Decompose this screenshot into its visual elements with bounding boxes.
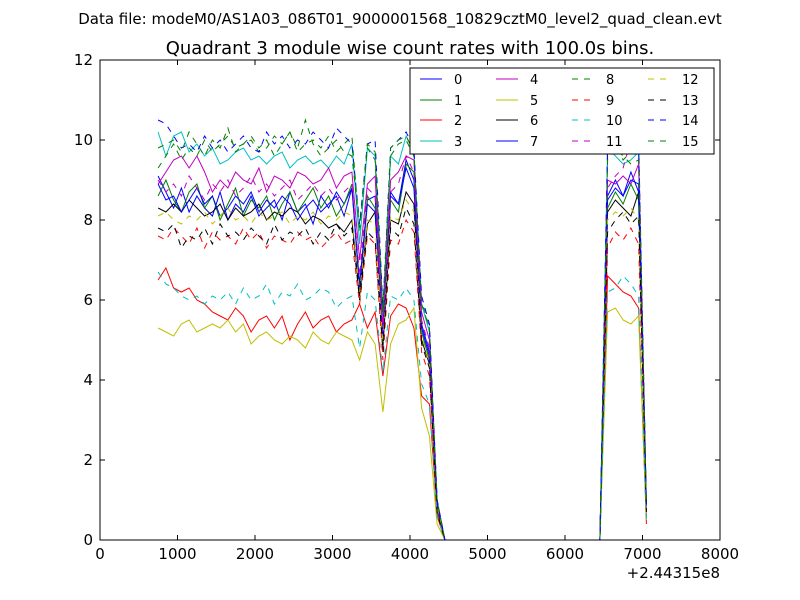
series-line-12 [157,198,647,540]
legend-label-1: 1 [454,94,462,109]
x-offset-label: +2.44315e8 [627,564,720,582]
series-line-15 [157,126,647,540]
series-line-5 [157,306,647,540]
legend-label-7: 7 [530,135,538,150]
series-line-3 [157,131,647,540]
series-line-2 [157,266,647,540]
series-line-0 [157,158,647,540]
x-tick-label: 0 [95,545,105,563]
x-tick-label: 3000 [313,545,351,563]
legend-label-4: 4 [530,73,538,88]
legend-label-15: 15 [682,135,699,150]
legend-label-11: 11 [606,135,623,150]
y-tick-label: 8 [83,211,93,229]
legend-label-2: 2 [454,114,462,129]
legend-label-8: 8 [606,73,614,88]
y-tick-label: 10 [74,131,93,149]
legend-label-12: 12 [682,73,699,88]
series-line-11 [157,135,647,540]
series-layer [157,118,647,540]
y-tick-label: 0 [83,531,93,549]
series-line-7 [157,166,647,540]
legend-label-9: 9 [606,94,614,109]
x-tick-label: 5000 [468,545,506,563]
series-line-6 [157,190,647,540]
x-tick-label: 2000 [236,545,274,563]
series-line-9 [157,218,647,540]
y-tick-label: 4 [83,371,93,389]
y-tick-label: 2 [83,451,93,469]
y-tick-label: 6 [83,291,93,309]
x-tick-label: 4000 [391,545,429,563]
x-tick-label: 1000 [158,545,196,563]
legend-label-13: 13 [682,94,699,109]
series-line-10 [157,271,647,540]
x-tick-label: 6000 [546,545,584,563]
y-tick-label: 12 [74,51,93,69]
series-line-8 [157,118,647,540]
series-line-4 [157,154,647,540]
x-tick-label: 7000 [623,545,661,563]
chart-suptitle: Data file: modeM0/AS1A03_086T01_90000015… [78,10,722,29]
legend-label-6: 6 [530,114,538,129]
ticks-layer: 0 1000 2000 3000 4000 5000 6000 7000 80000246810… [74,51,739,563]
chart-title: Quadrant 3 module wise count rates with … [166,38,655,59]
x-tick-label: 8000 [701,545,739,563]
legend-label-3: 3 [454,135,462,150]
legend-label-5: 5 [530,94,538,109]
legend-label-0: 0 [454,73,462,88]
legend-box [409,67,715,155]
legend-label-14: 14 [682,114,699,129]
legend-label-10: 10 [606,114,623,129]
